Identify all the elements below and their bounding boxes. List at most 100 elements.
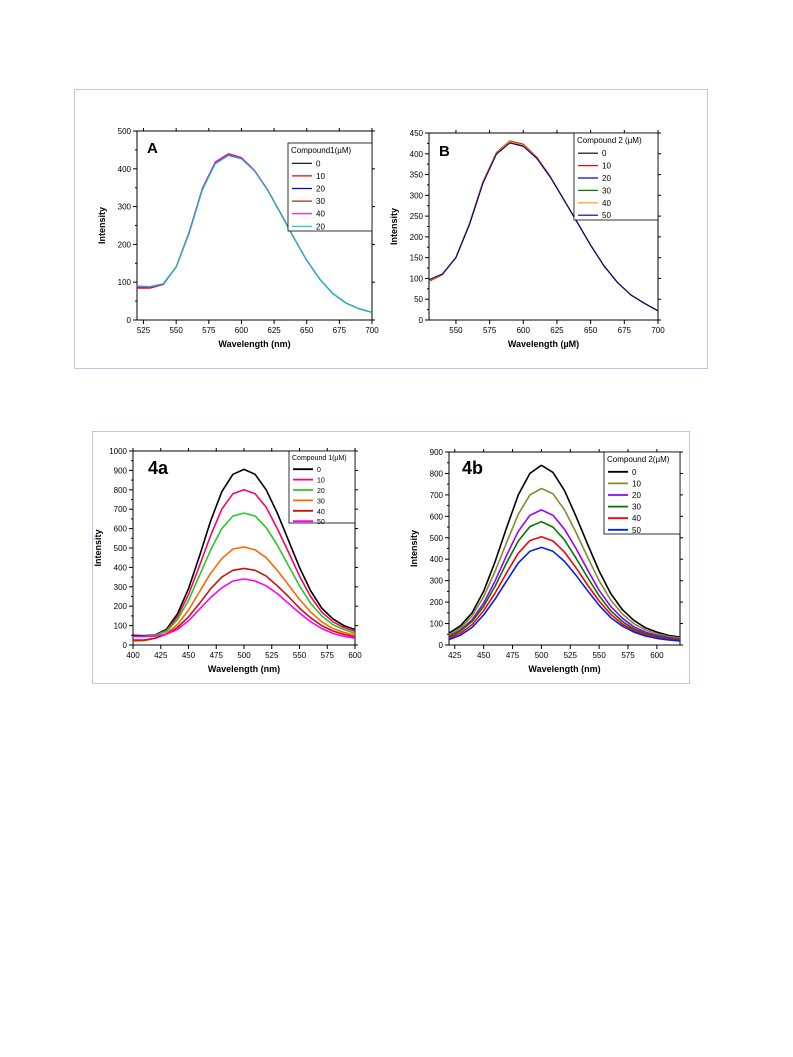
series-line-10 xyxy=(448,487,681,639)
x-tick-label: 575 xyxy=(621,651,635,660)
y-tick-label: 500 xyxy=(430,534,444,543)
x-tick-label: 450 xyxy=(182,651,196,660)
legend-box xyxy=(287,142,373,232)
legend-entry: 0 xyxy=(602,149,607,158)
panel-label: B xyxy=(439,143,450,160)
panel-label: 4b xyxy=(462,458,483,478)
legend-entry: 10 xyxy=(632,479,641,488)
y-tick-label: 1000 xyxy=(109,447,127,456)
x-tick-label: 625 xyxy=(267,326,281,335)
x-tick-label: 650 xyxy=(584,326,598,335)
legend-entry: 0 xyxy=(632,468,637,477)
legend-entry: 30 xyxy=(602,186,611,195)
legend-entry: 10 xyxy=(317,478,325,485)
x-tick-label: 525 xyxy=(137,326,151,335)
y-tick-label: 700 xyxy=(114,505,128,514)
y-tick-label: 700 xyxy=(430,491,444,500)
x-tick-label: 575 xyxy=(321,651,335,660)
y-tick-label: 500 xyxy=(118,127,132,136)
chart-4a: 400 425 450 475 500 525 550 575 6000100200300400… xyxy=(93,447,362,674)
x-tick-label: 600 xyxy=(348,651,362,660)
y-tick-label: 100 xyxy=(430,620,444,629)
legend-box xyxy=(288,450,356,524)
y-tick-label: 50 xyxy=(414,295,423,304)
chart-4b: 425 450 475 500 525 550 575 6000100200300400500… xyxy=(409,448,683,674)
y-tick-label: 100 xyxy=(114,622,128,631)
x-tick-label: 575 xyxy=(202,326,216,335)
y-tick-label: 600 xyxy=(430,512,444,521)
x-tick-label: 550 xyxy=(449,326,463,335)
legend-entry: 0 xyxy=(317,467,321,474)
series-line-20 xyxy=(448,509,681,640)
chart-b: 550 575 600 625 650 675 7000501001502002503003… xyxy=(389,129,665,349)
series-line-30 xyxy=(132,546,356,642)
x-tick-label: 525 xyxy=(265,651,279,660)
y-tick-label: 0 xyxy=(127,316,132,325)
x-tick-label: 550 xyxy=(169,326,183,335)
x-tick-label: 400 xyxy=(126,651,140,660)
legend-entry: 20 xyxy=(317,488,325,495)
legend-entry: 40 xyxy=(632,514,641,523)
y-tick-label: 300 xyxy=(410,191,424,200)
legend-entry: 50 xyxy=(602,211,611,220)
x-axis-title: Wavelength (nm) xyxy=(208,664,280,674)
x-axis-title: Wavelength (µM) xyxy=(508,339,579,349)
x-tick-label: 550 xyxy=(293,651,307,660)
legend-entry: 20 xyxy=(632,491,641,500)
y-tick-label: 0 xyxy=(439,641,444,650)
y-tick-label: 400 xyxy=(114,563,128,572)
legend-entry: 20 xyxy=(316,185,325,194)
series-line-20 xyxy=(136,155,373,313)
chart-a: 525 550 575 600 625 650 675 7000100200300400500… xyxy=(97,127,379,349)
series-line-10 xyxy=(133,488,356,638)
y-tick-label: 200 xyxy=(114,602,128,611)
x-tick-label: 575 xyxy=(483,326,497,335)
panel-label: 4a xyxy=(148,458,169,478)
legend-entry: 30 xyxy=(317,498,325,505)
series-line-50 xyxy=(132,578,356,639)
x-tick-label: 525 xyxy=(564,651,578,660)
y-tick-label: 300 xyxy=(430,577,444,586)
x-tick-label: 700 xyxy=(365,326,379,335)
x-tick-label: 625 xyxy=(550,326,564,335)
y-tick-label: 200 xyxy=(410,233,424,242)
series-line-0 xyxy=(132,468,356,637)
y-tick-label: 600 xyxy=(114,525,128,534)
y-tick-label: 100 xyxy=(410,274,424,283)
x-axis-title: Wavelength (nm) xyxy=(218,339,290,349)
y-axis-title: Intensity xyxy=(93,529,103,566)
series-line-50 xyxy=(428,142,659,312)
legend-entry: 50 xyxy=(317,519,325,526)
series-line-20 xyxy=(133,512,356,638)
legend-entry: 50 xyxy=(632,526,641,535)
x-tick-label: 475 xyxy=(210,651,224,660)
x-axis-title: Wavelength (nm) xyxy=(528,664,600,674)
x-tick-label: 650 xyxy=(300,326,314,335)
legend-entry: 40 xyxy=(316,210,325,219)
y-tick-label: 0 xyxy=(419,316,424,325)
legend-title: Compound 2 (µM) xyxy=(577,136,642,145)
legend-box xyxy=(573,132,659,221)
y-tick-label: 200 xyxy=(430,598,444,607)
legend: Compound 2 (µM) 0 10 20 30 40 50 xyxy=(573,132,659,221)
series-line-0 xyxy=(448,464,681,638)
legend-entry: 40 xyxy=(602,199,611,208)
y-tick-label: 400 xyxy=(430,555,444,564)
x-tick-label: 700 xyxy=(651,326,665,335)
y-tick-label: 200 xyxy=(118,240,132,249)
y-tick-label: 0 xyxy=(123,641,128,650)
y-tick-label: 100 xyxy=(118,278,132,287)
y-tick-label: 900 xyxy=(114,466,128,475)
y-tick-label: 250 xyxy=(410,212,424,221)
x-tick-label: 600 xyxy=(235,326,249,335)
y-axis-title: Intensity xyxy=(97,207,107,244)
legend-title: Compound 1(µM) xyxy=(292,455,347,462)
y-tick-label: 400 xyxy=(410,150,424,159)
y-axis-title: Intensity xyxy=(409,530,419,567)
legend-title: Compound 2(µM) xyxy=(607,455,670,464)
x-tick-label: 675 xyxy=(618,326,632,335)
legend-entry: 0 xyxy=(316,159,321,168)
x-tick-label: 675 xyxy=(333,326,347,335)
legend: Compound 1(µM) 0 10 20 30 40 50 xyxy=(288,450,356,526)
